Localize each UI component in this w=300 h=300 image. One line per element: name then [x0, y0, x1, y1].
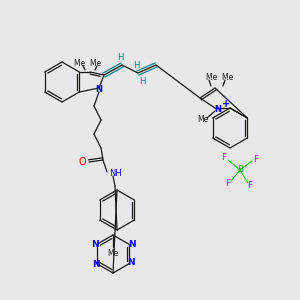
Text: N: N — [95, 85, 103, 94]
Text: N: N — [128, 240, 135, 249]
Text: H: H — [117, 52, 123, 62]
Text: F: F — [254, 155, 259, 164]
Text: Me: Me — [197, 116, 208, 124]
Text: F: F — [221, 154, 226, 163]
Text: +: + — [222, 99, 230, 109]
Text: Me  Me: Me Me — [74, 58, 102, 68]
Text: NH: NH — [109, 169, 122, 178]
Text: Me  Me: Me Me — [206, 74, 234, 82]
Text: F: F — [248, 182, 253, 190]
Text: O: O — [78, 157, 86, 167]
Text: N: N — [91, 240, 98, 249]
Text: H: H — [139, 76, 145, 85]
Text: N: N — [92, 260, 99, 269]
Text: Me: Me — [107, 248, 118, 257]
Text: N: N — [127, 258, 134, 267]
Text: H: H — [133, 61, 139, 70]
Text: B: B — [237, 166, 243, 175]
Text: F: F — [225, 179, 231, 188]
Text: N: N — [214, 106, 221, 115]
